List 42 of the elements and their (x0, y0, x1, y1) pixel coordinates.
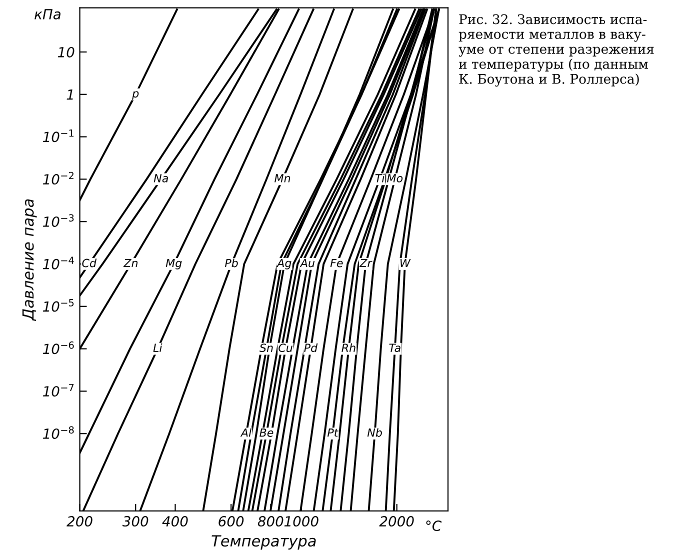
series-label: Fe (330, 258, 343, 268)
y-tick-label: 10$^{−2}$ (42, 172, 74, 185)
series-label: Ti (375, 174, 385, 182)
text: кПа (34, 9, 60, 20)
y-tick-label: 10$^{−8}$ (42, 426, 74, 439)
series-label: Na (154, 174, 168, 182)
series-label: Nb (367, 428, 382, 437)
series-label: Sn (260, 344, 273, 352)
text: Рис. 32. Зависимость испа- ряемости металлов в ваку- уме от степени разрежения и температуры (по данным К. Боутона и В. Роллерса) (458, 14, 654, 87)
series-label: Au (300, 258, 315, 268)
series-label: Li (153, 343, 162, 352)
y-tick-label: 1 (66, 90, 73, 100)
y-axis-title: Давление пара (22, 199, 37, 321)
y-tick-label: 10$^{−6}$ (42, 341, 74, 354)
x-tick-label: 1000 (284, 516, 318, 527)
series-label: Pd (304, 343, 318, 352)
series-label: Be (260, 428, 274, 437)
y-tick-label: 10 (58, 46, 74, 58)
series-label: W (400, 258, 411, 268)
x-tick-label: 300 (122, 516, 148, 527)
series-label: Ta (389, 344, 400, 352)
series-label: Pt (327, 428, 339, 437)
series-label: Cd (82, 258, 97, 268)
text: °C (426, 520, 442, 532)
y-tick-label: 10$^{−7}$ (42, 384, 74, 397)
x-tick-label: 600 (218, 516, 244, 527)
y-tick-label: 10$^{−4}$ (42, 256, 74, 270)
series-label: Zr (359, 258, 372, 268)
series-label: Rh (342, 343, 356, 352)
y-tick-label: 10$^{−5}$ (42, 299, 74, 312)
x-tick-label: 200 (66, 516, 92, 527)
series-label: Al (240, 428, 252, 437)
series-label: Cu (278, 344, 292, 352)
series-label: Zn (123, 258, 138, 268)
series-label: Pb (224, 258, 238, 268)
y-tick-label: 10$^{−3}$ (42, 214, 74, 227)
x-tick-label: 2000 (379, 516, 414, 527)
series-label: Ag (276, 258, 292, 270)
x-axis-title: Температура (212, 535, 316, 550)
x-tick-label: 800 (258, 516, 284, 527)
y-tick-label: 10$^{−1}$ (42, 130, 74, 142)
x-tick-label: 400 (162, 516, 188, 527)
